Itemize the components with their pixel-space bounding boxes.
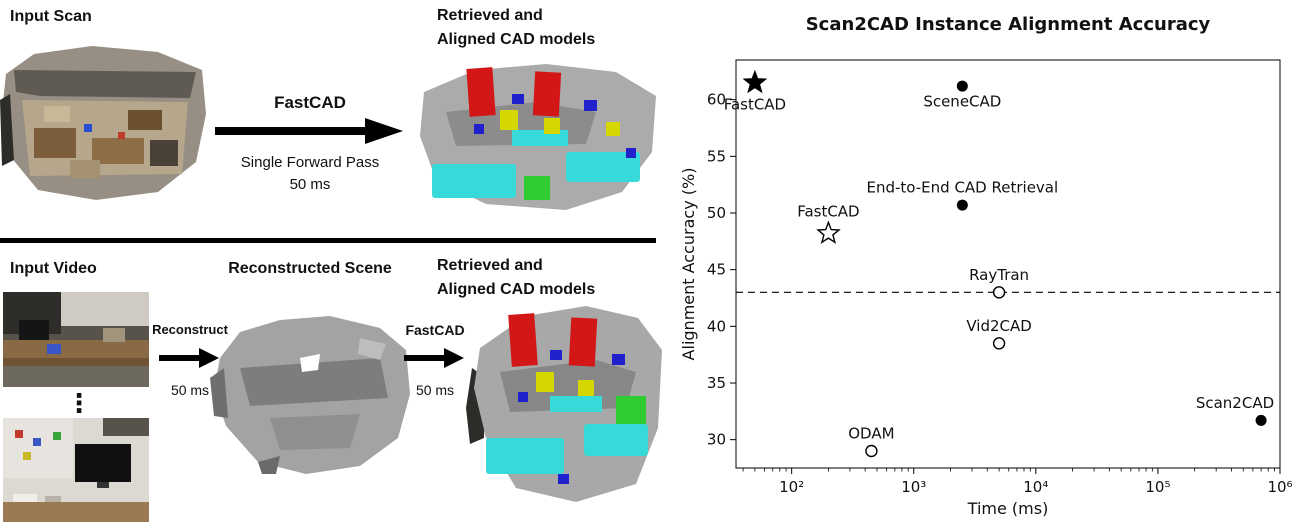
reconstructed-scene-image	[210, 316, 410, 474]
y-tick-label: 35	[707, 374, 726, 392]
reconstructed-scene-label: Reconstructed Scene	[228, 260, 392, 277]
y-axis-label: Alignment Accuracy (%)	[680, 168, 698, 361]
x-axis-label: Time (ms)	[967, 499, 1049, 518]
cad-models-colored-2	[486, 313, 648, 484]
scan-time-label: 50 ms	[289, 176, 331, 193]
plot-spines	[735, 59, 1281, 469]
y-tick-label: 45	[707, 261, 726, 279]
fastcad-arrow	[215, 118, 403, 144]
retrieved-cad-models-top-image	[420, 64, 656, 210]
reconstruct-label: Reconstruct	[152, 322, 228, 337]
marker-Scan2CAD	[1255, 414, 1267, 426]
section-divider	[0, 238, 656, 243]
x-tick-label: 10³	[901, 478, 926, 496]
input-scan-label: Input Scan	[10, 8, 92, 25]
retrieved-cad-models-bottom-image	[466, 306, 662, 502]
retrieved-cad-label-top-line2: Aligned CAD models	[437, 31, 596, 48]
fastcad-method-label: FastCAD	[274, 93, 346, 112]
marker-SceneCAD	[956, 80, 968, 92]
video-ellipsis: ⋮	[66, 388, 92, 418]
retrieved-cad-label-bottom-line2: Aligned CAD models	[437, 281, 596, 298]
x-tick-label: 10⁴	[1023, 478, 1048, 496]
reconstruct-arrow	[159, 348, 219, 368]
marker-label: RayTran	[969, 266, 1029, 284]
single-forward-pass-label: Single Forward Pass	[240, 154, 380, 171]
scan-method-block: FastCAD Single Forward Pass 50 ms	[213, 93, 407, 193]
marker-label: Scan2CAD	[1196, 394, 1274, 412]
marker-FastCAD	[742, 69, 768, 94]
chart-title: Scan2CAD Instance Alignment Accuracy	[806, 14, 1211, 35]
fastcad2-block: FastCAD 50 ms	[398, 322, 472, 398]
fastcad2-method-label: FastCAD	[405, 322, 465, 338]
fastcad2-arrow	[404, 348, 464, 368]
y-tick-label: 50	[707, 204, 726, 222]
marker-label: Vid2CAD	[966, 317, 1031, 335]
cad-models-colored	[432, 67, 640, 200]
reconstruct-block: Reconstruct 50 ms	[148, 322, 232, 398]
fastcad2-time-label: 50 ms	[415, 382, 455, 398]
video-frame-2-image	[3, 418, 149, 522]
scatter-plot: Scan2CAD Instance Alignment Accuracy 10² 1…	[679, 14, 1293, 518]
marker-label: SceneCAD	[923, 93, 1001, 111]
y-tick-label: 40	[707, 317, 726, 335]
reconstruct-time-label: 50 ms	[170, 382, 210, 398]
x-tick-label: 10²	[779, 478, 804, 496]
retrieved-cad-label-bottom: Retrieved and Aligned CAD models	[437, 254, 595, 302]
scan2cad-accuracy-chart: Scan2CAD Instance Alignment Accuracy 10² 1…	[679, 0, 1298, 527]
marker-RayTran	[992, 286, 1006, 299]
input-video-label: Input Video	[10, 260, 97, 277]
y-tick-label: 30	[707, 431, 726, 449]
marker-label: FastCAD	[724, 96, 786, 114]
input-scan-image	[0, 46, 206, 200]
marker-label: ODAM	[848, 425, 894, 443]
marker-End-to-End CAD Retrieval	[956, 199, 968, 211]
retrieved-cad-label-top-line1: Retrieved and	[437, 7, 543, 24]
y-tick-label: 60	[707, 91, 726, 109]
retrieved-cad-label-bottom-line1: Retrieved and	[437, 257, 543, 274]
video-frame-1-image	[3, 292, 149, 387]
x-tick-label: 10⁵	[1145, 478, 1170, 496]
y-tick-label: 55	[707, 147, 726, 165]
marker-label: End-to-End CAD Retrieval	[867, 179, 1059, 197]
retrieved-cad-label-top: Retrieved and Aligned CAD models	[437, 4, 595, 52]
x-tick-label: 10⁶	[1267, 478, 1292, 496]
marker-Vid2CAD	[992, 337, 1006, 350]
marker-FastCAD	[816, 220, 841, 244]
marker-ODAM	[865, 444, 878, 458]
marker-label: FastCAD	[797, 202, 859, 220]
